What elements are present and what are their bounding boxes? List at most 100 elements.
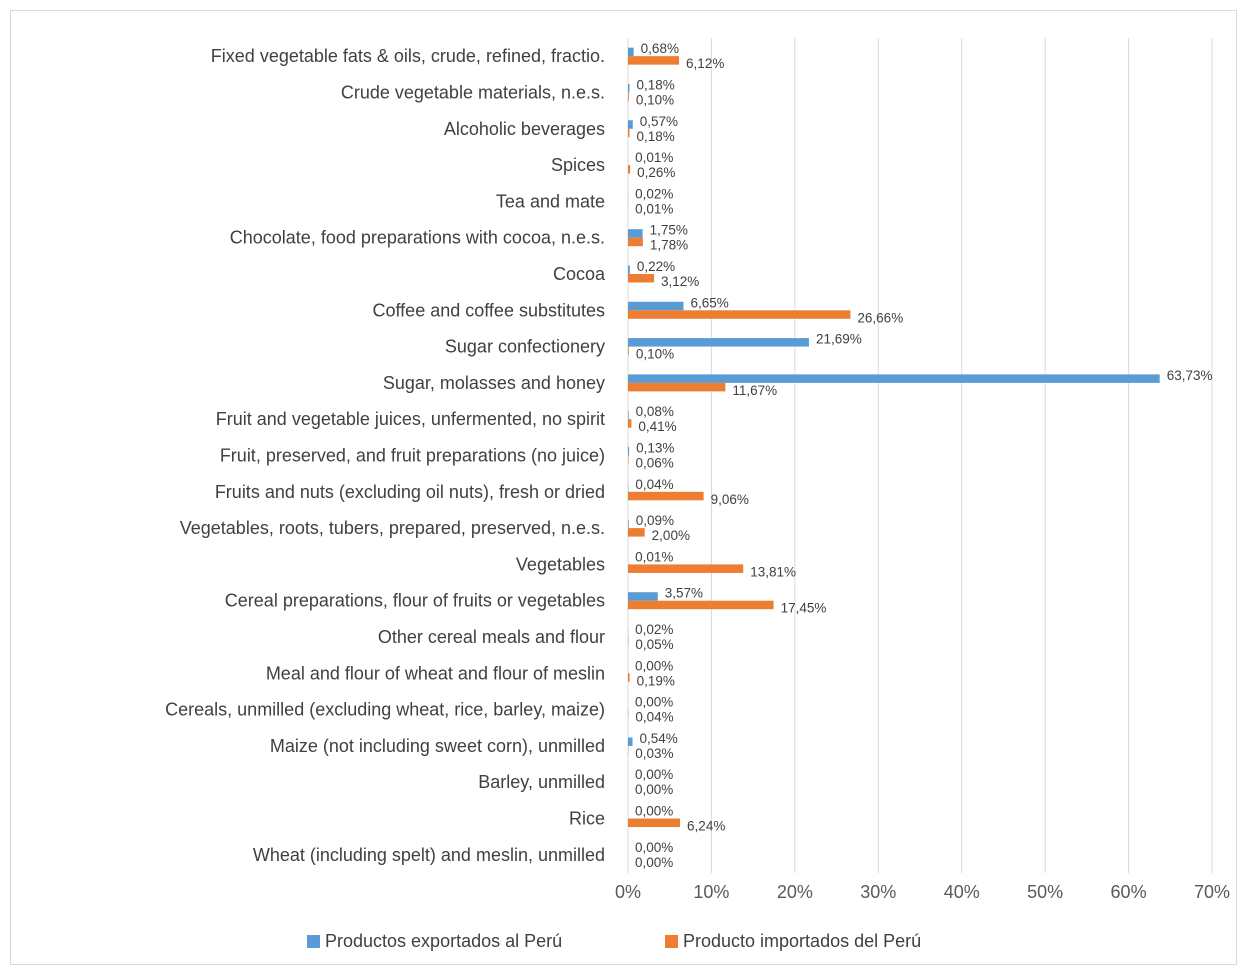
bar-imports [628,419,632,428]
category-label: Fruit, preserved, and fruit preparations… [220,446,605,466]
legend-swatch-imports [665,935,678,948]
x-tick-label: 0% [615,882,641,902]
data-label-imports: 0,04% [635,710,673,725]
legend-swatch-exports [307,935,320,948]
data-label-imports: 0,41% [638,419,676,434]
bar-imports [628,56,680,65]
data-label-exports: 0,18% [637,77,675,92]
bar-imports [628,564,744,573]
data-label-imports: 1,78% [650,238,688,253]
bars [628,47,1160,828]
x-tick-label: 50% [1027,882,1063,902]
category-label: Coffee and coffee substitutes [373,300,606,320]
data-label-imports: 11,67% [732,383,777,398]
bar-exports [628,447,630,456]
category-label: Cereals, unmilled (excluding wheat, rice… [165,700,605,720]
data-label-exports: 0,04% [635,477,673,492]
x-tick-label: 40% [944,882,980,902]
bar-exports [628,410,629,420]
data-label-exports: 1,75% [650,223,688,238]
bar-imports [628,818,681,828]
category-label: Maize (not including sweet corn), unmill… [270,736,605,756]
bar-imports [628,273,655,283]
x-axis-ticks: 0% 10% 20% 30% 40% 50% 60% 70% [615,882,1230,902]
bar-imports [628,382,726,392]
x-tick-label: 70% [1194,882,1230,902]
bar-exports [628,519,629,529]
category-label: Vegetables, roots, tubers, prepared, pre… [180,518,605,538]
category-label: Fruit and vegetable juices, unfermented,… [216,409,605,429]
data-label-imports: 0,10% [636,347,674,362]
data-label-imports: 0,10% [636,92,674,107]
category-label: Crude vegetable materials, n.e.s. [341,82,605,102]
bar-imports [628,528,645,537]
category-label: Tea and mate [496,191,605,211]
category-label: Fixed vegetable fats & oils, crude, refi… [211,46,605,66]
data-label-imports: 0,18% [637,129,675,144]
bar-exports [628,374,1160,383]
category-label: Sugar confectionery [445,337,605,357]
data-label-exports: 0,54% [640,731,678,746]
category-label: Meal and flour of wheat and flour of mes… [266,663,605,683]
bar-exports [628,120,633,129]
data-label-imports: 6,12% [686,56,724,71]
data-label-exports: 0,22% [637,259,675,274]
bar-exports [628,47,634,57]
category-label: Other cereal meals and flour [378,627,605,647]
bar-imports [628,673,630,682]
data-label-imports: 0,19% [637,673,675,688]
data-label-imports: 0,05% [635,637,673,652]
bar-imports [628,491,704,501]
bar-imports [628,310,851,319]
data-label-imports: 0,01% [635,201,673,216]
data-label-exports: 0,68% [641,41,679,56]
category-label: Wheat (including spelt) and meslin, unmi… [253,845,605,865]
data-label-imports: 0,00% [635,855,673,870]
category-label: Cereal preparations, flour of fruits or … [225,591,605,611]
bar-exports [628,737,633,746]
data-label-imports: 3,12% [661,274,699,289]
data-label-imports: 17,45% [781,601,827,616]
data-label-imports: 13,81% [750,564,796,579]
bar-imports [628,165,631,174]
bar-imports [628,128,630,138]
bar-imports [628,455,629,464]
bar-exports [628,265,630,274]
data-label-exports: 0,02% [635,622,673,637]
x-tick-label: 20% [777,882,813,902]
category-label: Alcoholic beverages [444,119,605,139]
data-label-imports: 0,06% [636,456,674,471]
data-label-exports: 0,00% [635,658,673,673]
data-label-exports: 0,01% [635,150,673,165]
data-label-imports: 0,26% [637,165,675,180]
data-label-exports: 0,00% [635,695,673,710]
category-label: Cocoa [553,264,606,284]
data-label-exports: 0,09% [636,513,674,528]
data-label-imports: 9,06% [711,492,749,507]
legend-label-imports: Producto importados del Perú [683,931,921,951]
x-tick-label: 60% [1111,882,1147,902]
data-label-imports: 2,00% [652,528,690,543]
legend: Productos exportados al Perú Producto im… [307,931,921,951]
x-tick-label: 10% [693,882,729,902]
data-label-exports: 0,00% [635,767,673,782]
bar-exports [628,592,658,601]
data-label-exports: 0,02% [635,186,673,201]
bar-imports [628,237,643,247]
data-label-imports: 6,24% [687,819,725,834]
chart-frame [10,10,1237,965]
data-label-imports: 0,03% [635,746,673,761]
category-label: Spices [551,155,605,175]
data-label-exports: 6,65% [690,295,728,310]
gridlines [627,38,1213,873]
data-label-exports: 0,57% [640,114,678,129]
bar-exports [628,301,684,311]
data-label-exports: 63,73% [1167,368,1213,383]
category-label: Sugar, molasses and honey [383,373,605,393]
bar-imports [628,346,629,356]
data-label-exports: 0,08% [636,404,674,419]
bar-imports [628,92,629,101]
bar-exports [628,338,809,347]
category-labels: Fixed vegetable fats & oils, crude, refi… [165,46,606,865]
